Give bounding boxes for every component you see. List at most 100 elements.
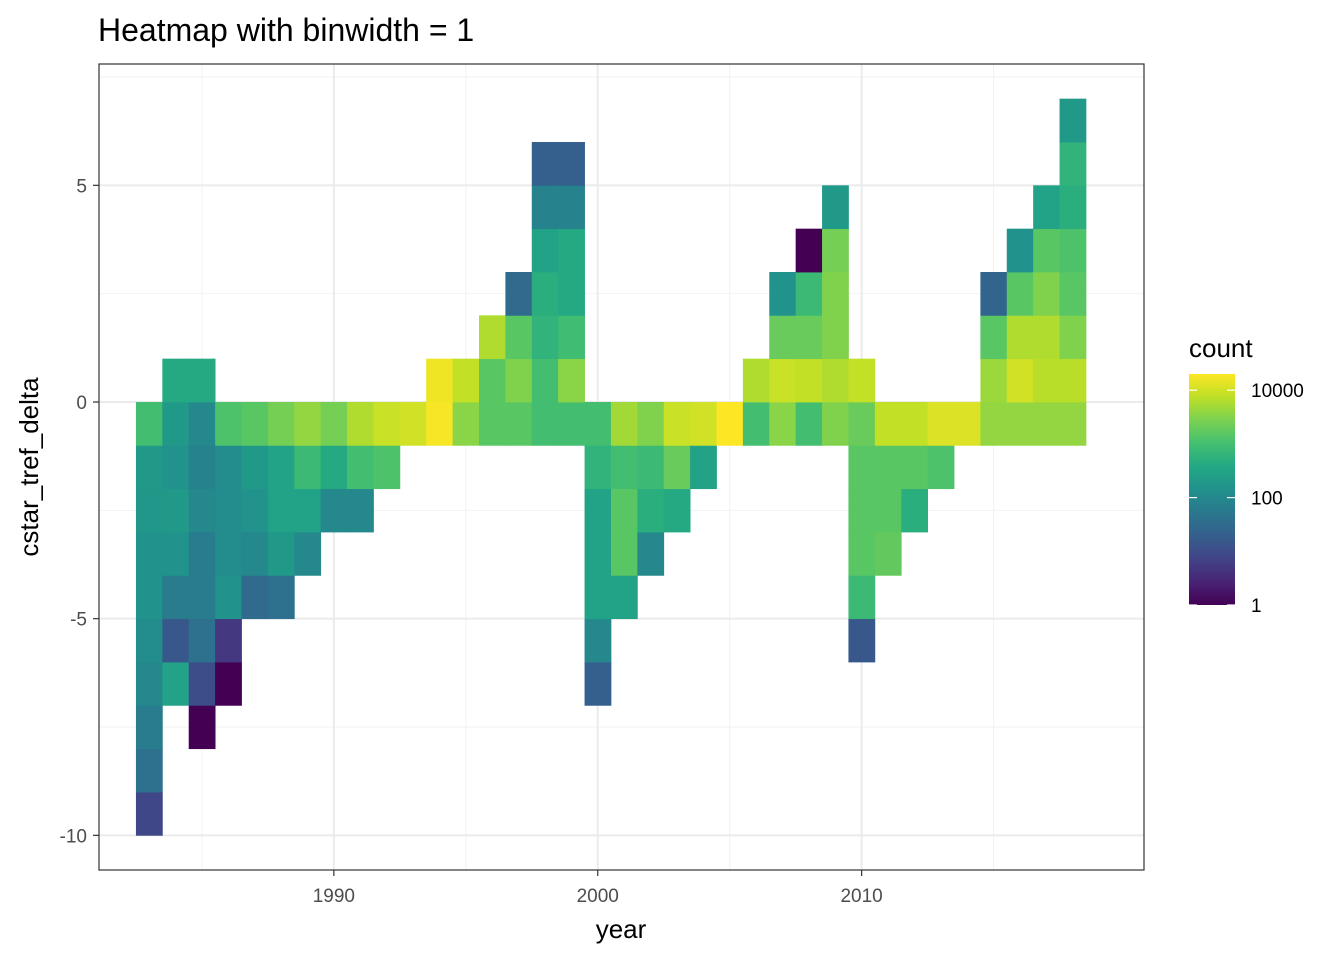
heatmap-tile xyxy=(347,488,374,533)
heatmap-tile xyxy=(452,402,480,446)
heatmap-tile xyxy=(135,445,163,490)
heatmap-tile xyxy=(531,185,559,230)
heatmap-tile xyxy=(1059,142,1087,186)
heatmap-tile xyxy=(822,272,849,316)
heatmap-tile xyxy=(848,445,876,490)
heatmap-tile xyxy=(610,532,638,576)
heatmap-tile xyxy=(531,228,559,273)
heatmap-tile xyxy=(135,662,163,706)
x-tick-label: 2000 xyxy=(577,886,619,907)
heatmap-tile xyxy=(479,402,506,446)
y-axis-title: cstar_tref_delta xyxy=(14,377,44,557)
heatmap-tile xyxy=(584,402,612,446)
heatmap-tile xyxy=(215,488,242,533)
heatmap-tile xyxy=(980,402,1008,446)
heatmap-tile xyxy=(373,445,401,490)
heatmap-tile xyxy=(769,272,797,316)
heatmap-tile xyxy=(1059,358,1087,403)
heatmap-tile xyxy=(901,402,929,446)
heatmap-tile xyxy=(1059,402,1087,446)
heatmap-tile xyxy=(294,532,322,576)
heatmap-tile xyxy=(848,402,876,446)
heatmap-tile xyxy=(584,488,612,533)
panel-border xyxy=(98,63,1145,871)
heatmap-tile xyxy=(769,315,797,360)
heatmap-tile xyxy=(241,575,269,620)
heatmap-tile xyxy=(1033,315,1060,360)
heatmap-tile xyxy=(822,228,849,273)
heatmap-tile xyxy=(901,488,929,533)
heatmap-tile xyxy=(848,532,876,576)
heatmap-tile xyxy=(663,402,691,446)
heatmap-tile xyxy=(162,532,190,576)
heatmap-tile xyxy=(874,445,902,490)
heatmap-tile xyxy=(135,748,163,793)
heatmap-tile xyxy=(1059,98,1087,143)
heatmap-tile xyxy=(426,402,454,446)
y-tick-label: -5 xyxy=(70,610,87,631)
heatmap-tile xyxy=(954,402,981,446)
heatmap-tile xyxy=(1006,402,1034,446)
heatmap-tile xyxy=(373,402,401,446)
heatmap-tile xyxy=(479,315,506,360)
heatmap-tile xyxy=(294,402,322,446)
heatmap-tile xyxy=(135,705,163,750)
heatmap-tile xyxy=(241,488,269,533)
heatmap-tile xyxy=(795,272,823,316)
heatmap-tile xyxy=(1006,315,1034,360)
heatmap-tile xyxy=(848,358,876,403)
heatmap-tile xyxy=(637,402,665,446)
chart-title: Heatmap with binwidth = 1 xyxy=(98,12,474,48)
heatmap-tile xyxy=(980,272,1008,316)
heatmap-tile xyxy=(135,402,163,446)
legend-break-label: 1 xyxy=(1251,596,1262,617)
heatmap-tile xyxy=(901,445,929,490)
axes: 1990 2000 2010 5 0 -5 -10 xyxy=(60,176,883,907)
y-tick-label: 5 xyxy=(76,176,87,197)
heatmap-tile xyxy=(1033,272,1060,316)
heatmap-tile xyxy=(1006,228,1034,273)
heatmap-tile xyxy=(822,402,849,446)
x-tick-label: 1990 xyxy=(313,886,355,907)
heatmap-tile xyxy=(663,488,691,533)
heatmap-tile xyxy=(610,575,638,620)
heatmap-tile xyxy=(1033,228,1060,273)
heatmap-tile xyxy=(584,575,612,620)
heatmap-tile xyxy=(637,488,665,533)
y-tick-label: -10 xyxy=(60,826,87,847)
heatmap-tile xyxy=(531,142,559,186)
heatmap-tile xyxy=(1059,185,1087,230)
heatmap-tile xyxy=(162,358,190,403)
heatmap-tile xyxy=(769,358,797,403)
heatmap-tile xyxy=(479,358,506,403)
heatmap-tile xyxy=(135,618,163,663)
heatmap-tile xyxy=(1059,272,1087,316)
heatmap-tile xyxy=(848,618,876,663)
heatmap-tile xyxy=(188,488,216,533)
heatmap-tile xyxy=(188,358,216,403)
heatmap-tile xyxy=(162,575,190,620)
heatmap-tile xyxy=(162,445,190,490)
heatmap-tile xyxy=(399,402,427,446)
x-axis-title: year xyxy=(596,914,647,944)
heatmap-tile xyxy=(452,358,480,403)
heatmap-tile xyxy=(1006,272,1034,316)
heatmap-tile xyxy=(610,488,638,533)
heatmap-tile xyxy=(531,272,559,316)
heatmap-tiles xyxy=(135,98,1087,836)
heatmap-tile xyxy=(610,402,638,446)
heatmap-tile xyxy=(584,662,612,706)
heatmap-tile xyxy=(558,142,585,186)
heatmap-tile xyxy=(215,575,242,620)
heatmap-tile xyxy=(241,402,269,446)
heatmap-tile xyxy=(584,618,612,663)
panel-border-rect xyxy=(98,63,1145,871)
heatmap-tile xyxy=(558,228,585,273)
heatmap-tile xyxy=(505,358,533,403)
heatmap-tile xyxy=(135,792,163,836)
heatmap-tile xyxy=(215,662,242,706)
heatmap-tile xyxy=(162,488,190,533)
heatmap-tile xyxy=(188,445,216,490)
legend-break-label: 10000 xyxy=(1251,381,1304,402)
